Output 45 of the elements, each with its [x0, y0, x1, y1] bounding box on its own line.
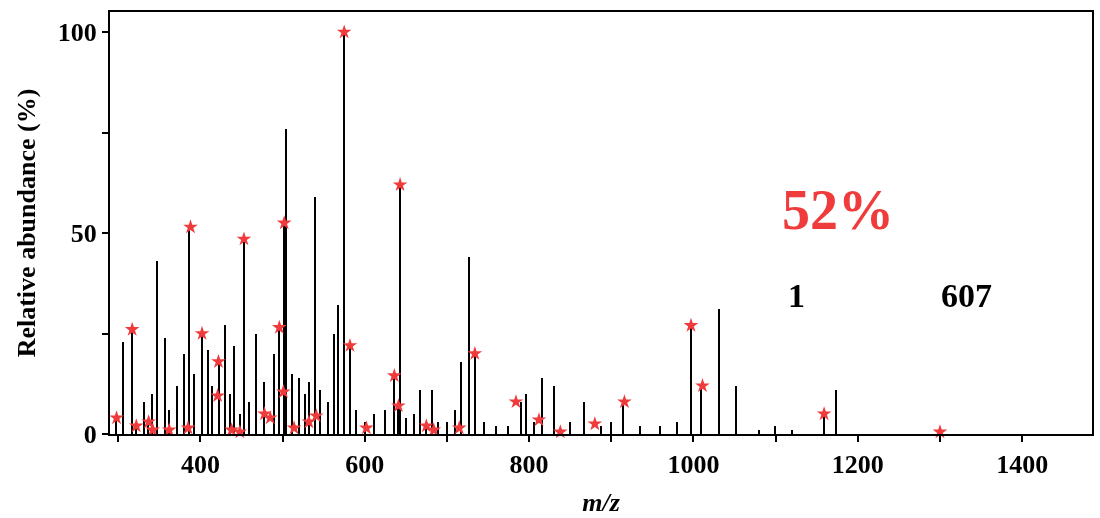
point [286, 420, 302, 435]
x-tick-label: 400 [180, 450, 220, 480]
x-tick-label: 1000 [667, 450, 720, 480]
point [695, 378, 710, 392]
annotation: 607 [941, 277, 992, 314]
point [336, 24, 352, 39]
point [211, 353, 226, 368]
point [816, 406, 832, 421]
point [210, 388, 225, 403]
annotation: 52% [782, 179, 894, 241]
point [387, 368, 402, 382]
point [342, 337, 358, 352]
point [391, 398, 406, 413]
x-axis-title: m/z [582, 488, 621, 518]
point [271, 319, 287, 334]
point [262, 410, 278, 425]
y-tick-label: 100 [57, 18, 97, 48]
annotation: 1 [788, 277, 805, 314]
x-tick-label: 600 [345, 450, 385, 480]
point [508, 394, 524, 409]
point [276, 215, 292, 230]
point [180, 420, 196, 435]
point [276, 384, 291, 399]
point [109, 410, 124, 425]
point [683, 317, 699, 332]
point [531, 412, 547, 427]
y-axis-title: Relative abundance (%) [11, 88, 41, 358]
point [128, 418, 144, 433]
x-tick-label: 1400 [996, 450, 1049, 480]
point [467, 345, 483, 360]
point [183, 219, 198, 234]
y-tick-label: 50 [70, 219, 97, 249]
y-tick-label: 0 [83, 420, 97, 450]
point [236, 231, 252, 246]
point [359, 420, 374, 435]
point [301, 414, 317, 429]
point [194, 325, 210, 340]
point [617, 394, 632, 409]
point [124, 321, 140, 336]
point [308, 408, 324, 423]
x-tick-label: 1200 [831, 450, 884, 480]
x-tick-label: 800 [509, 450, 549, 480]
point [587, 416, 603, 431]
point [451, 420, 467, 435]
point [392, 177, 408, 192]
